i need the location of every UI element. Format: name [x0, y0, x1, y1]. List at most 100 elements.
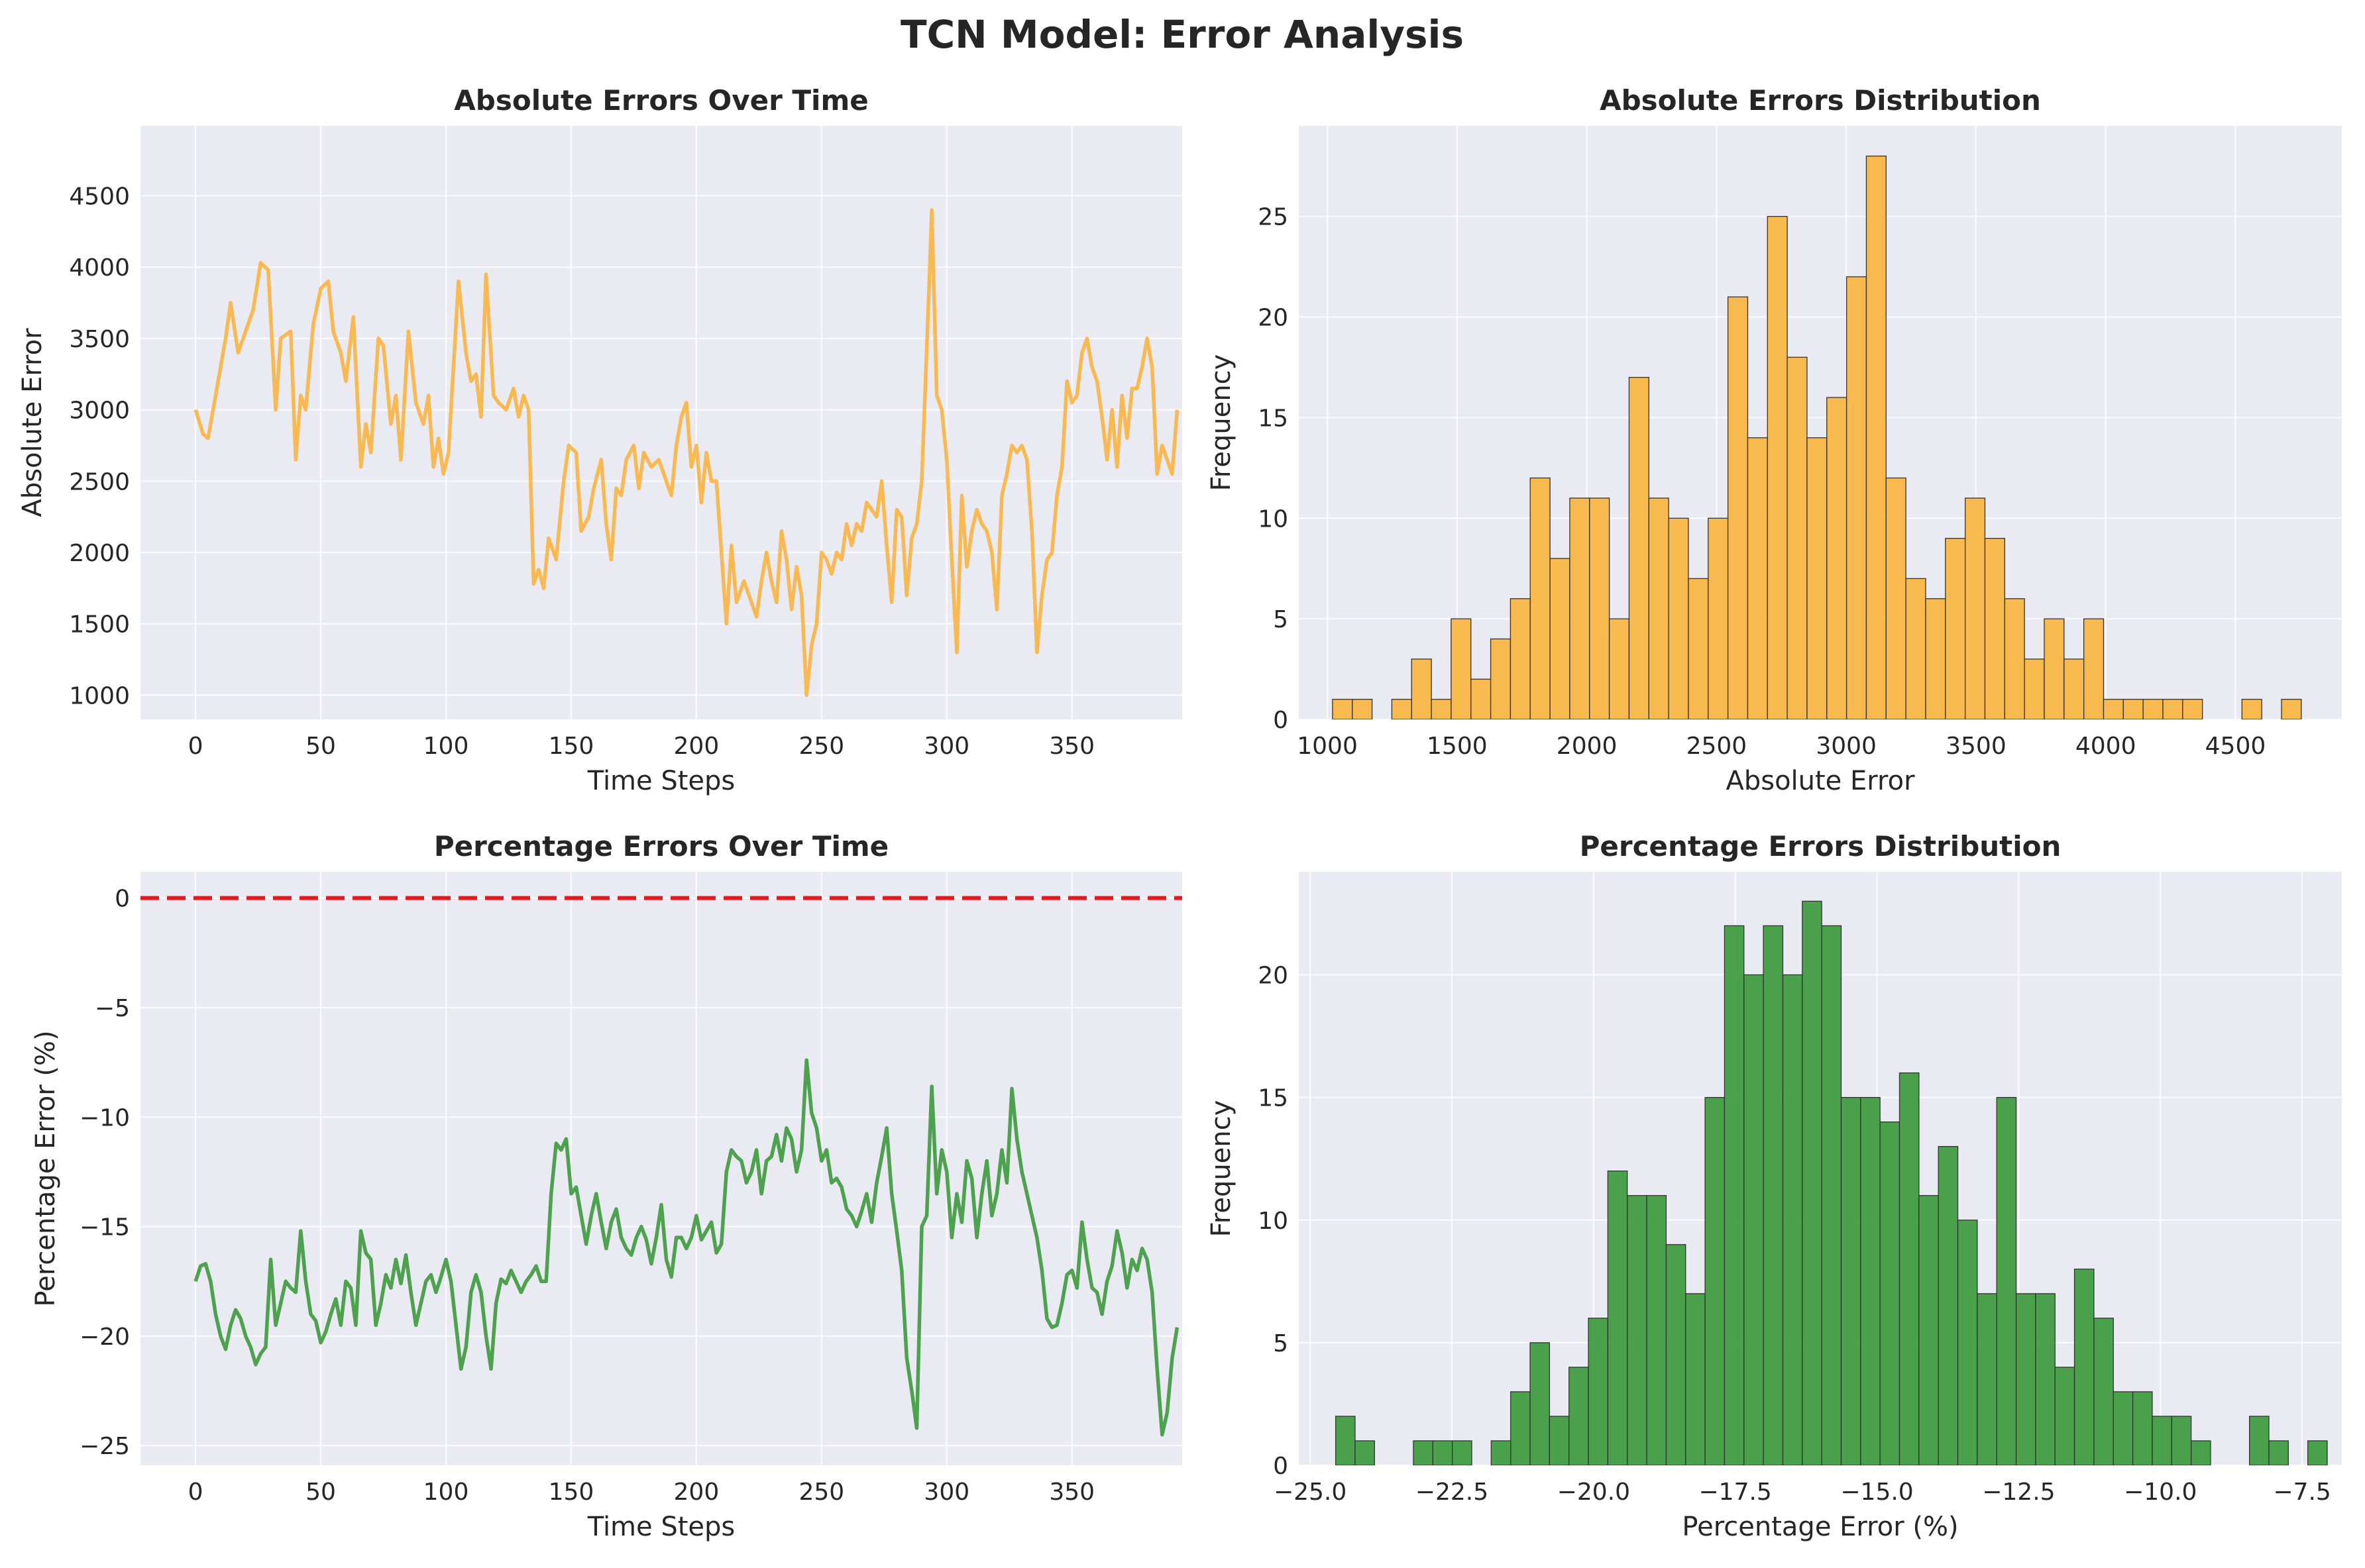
histogram-bar [1510, 1391, 1531, 1465]
histogram-bar [1787, 356, 1808, 719]
histogram-bar [1628, 377, 1649, 719]
x-tick-label: −20.0 [1557, 1479, 1630, 1506]
histogram-bar [1490, 638, 1512, 719]
y-tick-label: 1000 [69, 682, 130, 709]
y-tick-label: 4500 [69, 183, 130, 211]
histogram-bar [1802, 900, 1822, 1465]
panel-abs_hist: 1000 1500 2000 2500 3000 3500 4000 4500 0 5 10 15 20… [1206, 84, 2342, 796]
x-axis-label: Time Steps [587, 1512, 736, 1542]
x-tick-label: −25.0 [1274, 1479, 1347, 1506]
plot-background [140, 872, 1182, 1465]
y-tick-label: 15 [1258, 405, 1288, 432]
x-tick-label: 300 [924, 733, 969, 760]
y-tick-label: 25 [1258, 204, 1288, 231]
y-tick-label: 0 [1273, 1453, 1288, 1480]
histogram-bar [1452, 1440, 1472, 1465]
y-tick-label: 2500 [69, 468, 130, 496]
plot-area [140, 896, 1182, 1437]
histogram-bar [1996, 1096, 2017, 1465]
x-tick-label: 300 [924, 1479, 969, 1506]
histogram-bar [2182, 698, 2203, 719]
y-tick-label: 4000 [69, 254, 130, 282]
series-line [193, 208, 1180, 698]
y-tick-label: 10 [1258, 505, 1288, 533]
histogram-bar [1879, 1122, 1900, 1465]
histogram-bar [1549, 558, 1570, 719]
plot-background [140, 126, 1182, 719]
histogram-bar [2132, 1391, 2153, 1465]
panel-abs_time: 0 50 100 150 200 250 300 350 1000 1500 2000 2500 300… [17, 84, 1182, 796]
histogram-bar [2093, 1318, 2114, 1465]
histogram-bar [2307, 1440, 2328, 1465]
histogram-bar [1918, 1195, 1939, 1465]
x-tick-label: −22.5 [1415, 1479, 1488, 1506]
histogram-bar [1743, 974, 1764, 1465]
histogram-bar [1724, 925, 1745, 1465]
x-tick-label: 50 [305, 1479, 336, 1506]
x-tick-label: 0 [188, 1479, 203, 1506]
histogram-bar [1411, 658, 1432, 719]
histogram-bar [1860, 1096, 1881, 1465]
histogram-bar [2073, 1269, 2095, 1465]
histogram-bar [2103, 698, 2124, 719]
histogram-bar [1432, 1440, 1453, 1465]
histogram-bar [2044, 618, 2065, 719]
x-tick-label: −10.0 [2124, 1479, 2197, 1506]
x-tick-label: 150 [549, 1479, 594, 1506]
y-axis-label: Percentage Error (%) [30, 1030, 61, 1306]
histogram-bar [2024, 658, 2045, 719]
histogram-bar [2015, 1293, 2036, 1465]
histogram-bar [1352, 698, 1373, 719]
x-tick-label: −7.5 [2273, 1479, 2331, 1506]
y-tick-label: 5 [1273, 1330, 1288, 1357]
histogram-bar [1826, 397, 1847, 719]
histogram-bar [1845, 276, 1867, 719]
y-tick-label: 1500 [69, 611, 130, 639]
histogram-bar [2004, 598, 2025, 719]
x-axis-label: Absolute Error [1726, 766, 1915, 796]
histogram-bar [1568, 1367, 1589, 1465]
histogram-bar [1529, 1342, 1551, 1465]
histogram-bar [1782, 974, 1803, 1465]
histogram-bar [2142, 698, 2164, 719]
histogram-bar [1885, 477, 1906, 719]
x-tick-label: 350 [1049, 733, 1095, 760]
panel-title: Absolute Errors Over Time [454, 84, 868, 117]
y-tick-label: 5 [1273, 606, 1288, 633]
y-tick-label: 20 [1258, 305, 1288, 332]
histogram-bar [2162, 698, 2183, 719]
x-axis-label: Time Steps [587, 766, 736, 796]
histogram-bar [1354, 1440, 1375, 1465]
x-tick-label: 2500 [1686, 733, 1747, 760]
panel-title: Percentage Errors Over Time [434, 830, 889, 862]
histogram-bar [1688, 578, 1709, 719]
x-tick-label: 100 [423, 1479, 469, 1506]
series-line [193, 1058, 1180, 1437]
histogram-bar [1964, 497, 1986, 719]
histogram-bar [2248, 1416, 2270, 1465]
panel-title: Absolute Errors Distribution [1600, 84, 2041, 117]
histogram-bar [1470, 678, 1492, 719]
histogram-bar [2268, 1440, 2289, 1465]
histogram-bar [1704, 1096, 1726, 1465]
histogram-bar [1806, 437, 1828, 719]
y-tick-label: −20 [80, 1324, 130, 1351]
histogram-bar [1607, 1171, 1628, 1465]
histogram-bar [1984, 537, 2005, 719]
x-tick-label: 200 [674, 1479, 720, 1506]
histogram-bar [1451, 618, 1472, 719]
y-tick-label: −15 [80, 1214, 130, 1241]
histogram-bar [1608, 618, 1630, 719]
x-tick-label: 1500 [1427, 733, 1488, 760]
histogram-bar [1668, 517, 1689, 719]
histogram-bar [1648, 497, 1669, 719]
histogram-bar [2241, 698, 2262, 719]
histogram-bar [1685, 1293, 1706, 1465]
x-tick-label: 100 [423, 733, 469, 760]
histogram-bar [1763, 925, 1784, 1465]
x-tick-label: −12.5 [1982, 1479, 2055, 1506]
y-tick-label: −10 [80, 1104, 130, 1131]
histogram-bar [1977, 1293, 1997, 1465]
histogram-bar [2171, 1416, 2192, 1465]
plot-area [1335, 900, 2328, 1465]
